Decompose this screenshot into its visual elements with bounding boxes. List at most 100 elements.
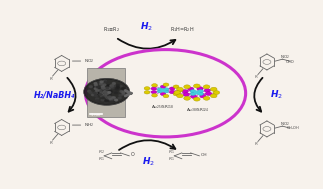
Circle shape: [109, 97, 112, 99]
Circle shape: [190, 92, 196, 95]
Circle shape: [101, 86, 104, 88]
Circle shape: [170, 87, 175, 90]
Circle shape: [112, 97, 115, 98]
Text: H$_2$: H$_2$: [141, 156, 154, 168]
Circle shape: [99, 91, 102, 92]
Circle shape: [101, 97, 104, 99]
Circle shape: [111, 87, 114, 89]
Circle shape: [104, 91, 107, 93]
Circle shape: [94, 83, 97, 84]
Circle shape: [105, 93, 108, 95]
Text: Au$_{38}$(SR)$_{24}$: Au$_{38}$(SR)$_{24}$: [186, 106, 209, 114]
Circle shape: [174, 91, 181, 94]
Circle shape: [107, 90, 110, 92]
Circle shape: [105, 100, 108, 102]
Circle shape: [173, 92, 179, 96]
Circle shape: [184, 85, 190, 89]
Circle shape: [104, 90, 107, 92]
Circle shape: [100, 91, 103, 93]
Circle shape: [104, 92, 107, 94]
Circle shape: [193, 97, 200, 101]
Circle shape: [161, 89, 165, 91]
Circle shape: [95, 94, 98, 96]
Text: R$_1$: R$_1$: [168, 148, 175, 156]
Circle shape: [96, 90, 99, 91]
Text: NO$_2$: NO$_2$: [84, 57, 94, 65]
Circle shape: [101, 95, 104, 97]
Text: R: R: [255, 142, 258, 146]
Text: CH$_2$OH: CH$_2$OH: [286, 125, 300, 132]
Circle shape: [119, 85, 122, 87]
Circle shape: [96, 98, 99, 100]
Circle shape: [108, 91, 111, 92]
Circle shape: [164, 90, 169, 93]
Circle shape: [94, 92, 97, 94]
Circle shape: [205, 92, 212, 95]
Circle shape: [106, 87, 109, 89]
Circle shape: [107, 96, 109, 97]
Circle shape: [108, 94, 111, 96]
Text: OH: OH: [201, 153, 207, 157]
Circle shape: [170, 91, 175, 94]
Circle shape: [177, 94, 183, 98]
Circle shape: [107, 88, 110, 89]
Circle shape: [106, 91, 109, 92]
Circle shape: [108, 90, 111, 92]
Circle shape: [97, 91, 100, 93]
Circle shape: [89, 86, 92, 88]
Circle shape: [103, 80, 106, 82]
Circle shape: [106, 92, 109, 94]
Circle shape: [102, 87, 105, 89]
Circle shape: [151, 87, 157, 90]
Circle shape: [94, 92, 97, 94]
Circle shape: [105, 91, 108, 92]
Circle shape: [103, 91, 106, 93]
Circle shape: [105, 91, 108, 93]
Circle shape: [204, 89, 211, 92]
Circle shape: [203, 85, 210, 89]
Circle shape: [100, 81, 103, 83]
Circle shape: [107, 88, 110, 89]
Circle shape: [110, 99, 113, 101]
Circle shape: [108, 96, 111, 98]
Circle shape: [103, 94, 106, 96]
Circle shape: [151, 91, 157, 94]
Circle shape: [104, 81, 107, 82]
Circle shape: [101, 89, 104, 91]
Circle shape: [89, 92, 92, 94]
Circle shape: [198, 90, 203, 93]
Circle shape: [107, 92, 110, 94]
Circle shape: [96, 86, 99, 88]
Circle shape: [197, 87, 203, 90]
Circle shape: [157, 90, 162, 93]
Circle shape: [191, 95, 197, 98]
Text: O: O: [130, 152, 134, 157]
Circle shape: [104, 91, 108, 92]
Circle shape: [103, 91, 106, 93]
Circle shape: [144, 87, 150, 90]
Circle shape: [107, 85, 110, 87]
Circle shape: [113, 100, 116, 101]
Circle shape: [102, 91, 105, 92]
Circle shape: [106, 99, 109, 101]
Circle shape: [99, 87, 102, 89]
Circle shape: [106, 93, 109, 95]
Circle shape: [120, 91, 123, 92]
Circle shape: [213, 91, 220, 94]
Circle shape: [104, 90, 107, 92]
Circle shape: [177, 87, 183, 91]
Circle shape: [105, 92, 108, 94]
Circle shape: [157, 88, 162, 91]
Circle shape: [107, 91, 110, 93]
Circle shape: [112, 99, 115, 100]
Circle shape: [99, 83, 102, 85]
Circle shape: [95, 84, 98, 86]
Circle shape: [182, 90, 188, 93]
Text: Au$_{25}$(SR)$_{18}$: Au$_{25}$(SR)$_{18}$: [151, 103, 175, 111]
Text: 1 nm: 1 nm: [91, 113, 100, 117]
Text: NO$_2$: NO$_2$: [280, 54, 290, 61]
Circle shape: [105, 101, 108, 103]
Circle shape: [164, 88, 169, 91]
Text: R: R: [50, 141, 53, 145]
Circle shape: [194, 91, 199, 94]
